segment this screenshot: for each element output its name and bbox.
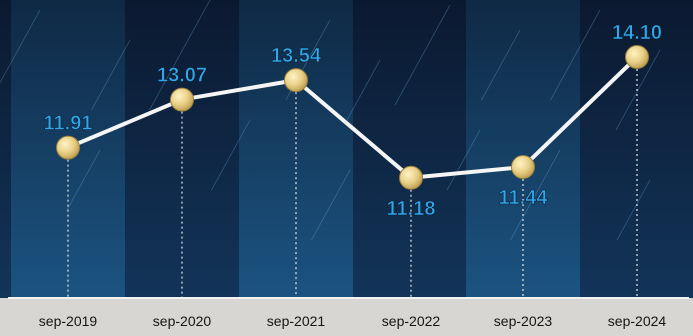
footer-band (0, 298, 693, 331)
x-tick-label-sep-2022: sep-2022 (382, 313, 441, 329)
rain-streak-1 (91, 39, 131, 111)
rain-streak-7 (550, 9, 601, 101)
x-tick-label-sep-2023: sep-2023 (494, 313, 553, 329)
rain-streak-2 (149, 0, 211, 111)
rain-streak-13 (311, 169, 351, 241)
data-point-sep-2019 (56, 135, 80, 160)
rain-streak-5 (394, 4, 451, 106)
value-label-sep-2019: 11.91 (44, 113, 93, 135)
data-point-sep-2020 (170, 87, 194, 112)
x-tick-label-sep-2019: sep-2019 (39, 313, 98, 329)
rain-streak-12 (510, 149, 561, 241)
column-band-sep-2023 (466, 0, 580, 298)
data-point-sep-2023 (511, 155, 535, 180)
rain-streak-8 (615, 49, 661, 131)
rain-streak-10 (446, 129, 481, 191)
x-tick-label-sep-2020: sep-2020 (153, 313, 212, 329)
data-point-sep-2024 (625, 44, 649, 69)
x-tick-label-sep-2021: sep-2021 (267, 313, 326, 329)
value-label-sep-2022: 11.18 (387, 198, 436, 220)
rain-streak-14 (616, 179, 651, 241)
rain-streak-11 (66, 149, 101, 211)
value-label-sep-2024: 14.10 (612, 22, 662, 44)
rain-streak-9 (211, 119, 251, 191)
rain-streak-6 (481, 29, 521, 101)
value-label-sep-2020: 13.07 (157, 65, 207, 87)
value-label-sep-2021: 13.54 (271, 45, 322, 67)
data-point-sep-2022 (399, 165, 423, 190)
rain-streak-0 (0, 9, 41, 84)
rain-streak-4 (346, 59, 381, 121)
x-tick-label-sep-2024: sep-2024 (608, 313, 667, 329)
value-label-sep-2023: 11.44 (499, 187, 549, 209)
series-line (66, 54, 639, 180)
data-point-sep-2021 (284, 68, 308, 93)
